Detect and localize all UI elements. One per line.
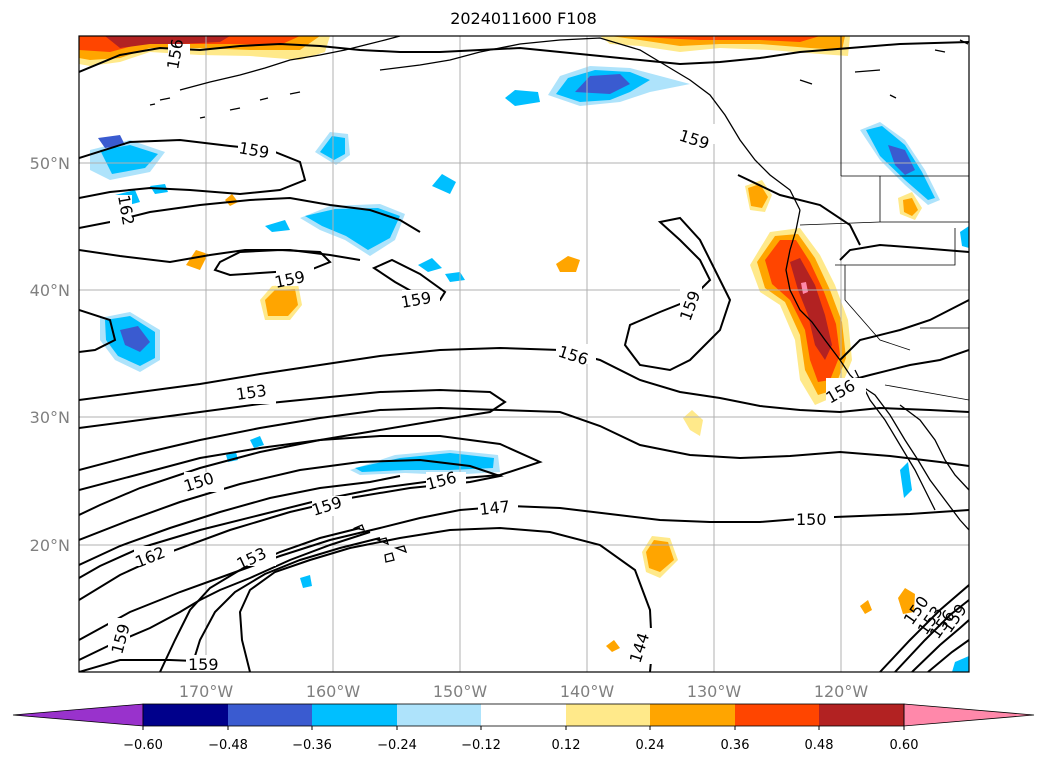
colorbar-tick-label: 0.36 [721, 738, 750, 753]
colorbar-segment [819, 704, 904, 726]
contour-label: 153 [235, 381, 268, 404]
longitude-labels: 170°W 160°W 150°W 140°W 130°W 120°W [179, 682, 869, 701]
lat-label-30n: 30°N [30, 408, 70, 427]
lat-label-20n: 20°N [30, 536, 70, 555]
colorbar-segment [566, 704, 650, 726]
contour-label: 150 [796, 510, 827, 529]
map-title: 2024011600 F108 [450, 9, 597, 28]
plot-frame [78, 35, 970, 673]
anomaly-shading [79, 36, 969, 672]
colorbar-segment [228, 704, 312, 726]
contour-label: 159 [188, 655, 219, 674]
latitude-labels: 50°N 40°N 30°N 20°N [30, 154, 70, 555]
lon-label-170w: 170°W [179, 682, 234, 701]
colorbar-tick-label: −0.12 [461, 738, 501, 753]
colorbar-tick-label: 0.48 [805, 738, 834, 753]
colorbar-tick-label: −0.48 [208, 738, 248, 753]
colorbar-tick-label: −0.36 [292, 738, 332, 753]
colorbar-extend-min [12, 703, 144, 727]
colorbar-segment [650, 704, 735, 726]
colorbar-segment [735, 704, 819, 726]
colorbar-tick-label: 0.60 [890, 738, 919, 753]
colorbar-tick-label: 0.12 [552, 738, 581, 753]
colorbar-segment [481, 704, 566, 726]
lon-label-130w: 130°W [687, 682, 742, 701]
height-contours [79, 41, 969, 672]
contour-label: 147 [478, 497, 510, 519]
colorbar-tick-label: 0.24 [636, 738, 665, 753]
colorbar-extend-max [903, 703, 1035, 727]
colorbar: −0.60 −0.48 −0.36 −0.24 −0.12 0.12 0.24 … [12, 703, 1035, 753]
lat-label-50n: 50°N [30, 154, 70, 173]
political-borders [799, 36, 969, 401]
colorbar-segment [397, 704, 481, 726]
coastlines [149, 36, 969, 563]
colorbar-tick-label: −0.60 [123, 738, 163, 753]
lon-label-140w: 140°W [560, 682, 615, 701]
lon-label-150w: 150°W [433, 682, 488, 701]
colorbar-segment [312, 704, 397, 726]
lat-label-40n: 40°N [30, 281, 70, 300]
graticule [79, 36, 969, 672]
lon-label-120w: 120°W [814, 682, 869, 701]
colorbar-segment [143, 704, 228, 726]
lon-label-160w: 160°W [306, 682, 361, 701]
colorbar-tick-label: −0.24 [377, 738, 417, 753]
